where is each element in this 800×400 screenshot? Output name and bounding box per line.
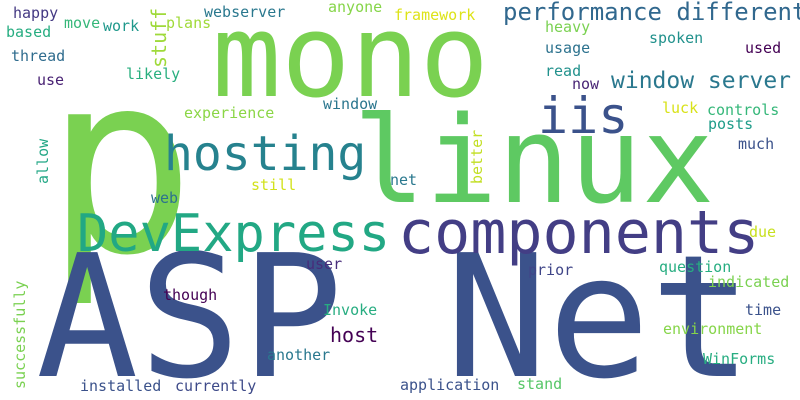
- word-posts: posts: [708, 115, 754, 133]
- word-though: though: [163, 286, 218, 304]
- word-experience: experience: [184, 104, 275, 122]
- word-question: question: [659, 258, 732, 276]
- word-work: work: [103, 17, 140, 35]
- word-likely: likely: [126, 65, 181, 83]
- word-framework: framework: [394, 6, 476, 24]
- word-p: p: [45, 19, 196, 310]
- word-based: based: [6, 23, 52, 41]
- word-components: components: [398, 198, 760, 268]
- word-application: application: [400, 376, 500, 394]
- word-spoken: spoken: [649, 29, 704, 47]
- word-now: now: [572, 75, 600, 93]
- word-net: net: [390, 171, 418, 189]
- word-allow: allow: [34, 138, 52, 184]
- word-indicated: indicated: [708, 273, 790, 291]
- word-still: still: [251, 176, 297, 194]
- word-luck: luck: [662, 99, 699, 117]
- word-performance-different: performance different: [503, 0, 800, 26]
- word-another: another: [267, 346, 331, 364]
- word-heavy: heavy: [545, 18, 591, 36]
- word-used: used: [745, 39, 782, 57]
- word-asp-net: ASP Net: [36, 219, 753, 400]
- word-webserver: webserver: [204, 3, 286, 21]
- word-iis: iis: [538, 87, 629, 145]
- word-winforms: WinForms: [703, 350, 776, 368]
- word-anyone: anyone: [328, 0, 383, 16]
- word-stand: stand: [517, 375, 563, 393]
- word-user: user: [306, 255, 343, 273]
- word-use: use: [37, 71, 65, 89]
- word-prior: prior: [528, 261, 574, 279]
- word-environment: environment: [663, 320, 763, 338]
- word-linux: linux: [353, 92, 715, 231]
- word-host: host: [330, 323, 379, 347]
- word-thread: thread: [11, 47, 66, 65]
- word-hosting: hosting: [164, 126, 367, 182]
- word-window-server: window server: [611, 68, 792, 94]
- word-time: time: [745, 301, 782, 319]
- word-installed: installed: [80, 377, 162, 395]
- word-usage: usage: [545, 39, 591, 57]
- word-better: better: [468, 129, 486, 184]
- word-due: due: [749, 223, 777, 241]
- word-read: read: [545, 62, 582, 80]
- word-move: move: [64, 14, 101, 32]
- word-window: window: [323, 95, 378, 113]
- word-web: web: [151, 189, 179, 207]
- word-invoke: Invoke: [323, 301, 378, 319]
- word-successfully: successfully: [11, 280, 29, 389]
- word-controls: controls: [707, 101, 780, 119]
- word-plans: plans: [166, 14, 212, 32]
- word-happy: happy: [13, 4, 59, 22]
- word-devexpress: DevExpress: [77, 204, 391, 264]
- word-currently: currently: [175, 377, 257, 395]
- word-mono: mono: [212, 0, 489, 124]
- word-much: much: [738, 135, 775, 153]
